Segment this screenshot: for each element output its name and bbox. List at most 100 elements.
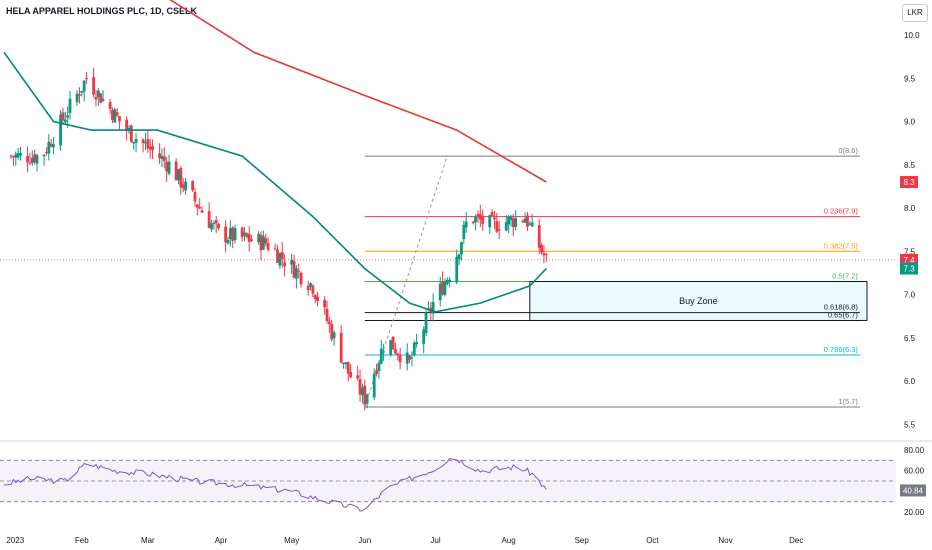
candle xyxy=(537,219,541,255)
candle-body xyxy=(306,285,310,290)
candle xyxy=(12,155,15,167)
price-tick-label: 5.5 xyxy=(904,420,916,429)
candle xyxy=(514,210,518,231)
candle-body xyxy=(75,93,79,103)
candle-body xyxy=(212,222,216,224)
fib-level-label: 0.65(6.7) xyxy=(828,310,859,319)
candle-body xyxy=(132,141,136,144)
candle-body xyxy=(52,144,55,148)
candle-body xyxy=(462,225,466,240)
candle-body xyxy=(233,228,237,241)
candle xyxy=(75,90,79,106)
candle xyxy=(224,220,228,253)
candle xyxy=(113,107,117,123)
candle-body xyxy=(507,216,510,225)
candle xyxy=(144,133,147,151)
candle xyxy=(28,152,32,166)
candle xyxy=(313,293,317,304)
candle-body xyxy=(240,227,244,238)
candle xyxy=(346,361,350,382)
candle-body xyxy=(108,102,112,109)
candle-body xyxy=(412,342,416,355)
currency-button[interactable]: LKR xyxy=(902,4,928,22)
price-tick-label: 7.0 xyxy=(904,291,916,300)
candle-body xyxy=(455,256,459,283)
candle xyxy=(179,165,183,195)
candle xyxy=(372,368,376,400)
candle-body xyxy=(294,268,298,279)
candle xyxy=(327,316,331,334)
candle xyxy=(198,197,202,210)
candle-body xyxy=(495,221,499,232)
candle xyxy=(528,221,532,226)
candle xyxy=(111,107,114,124)
candle-body xyxy=(14,154,18,158)
candle-body xyxy=(327,321,331,325)
candle xyxy=(250,234,253,242)
candle-body xyxy=(12,156,15,158)
candle xyxy=(148,138,152,159)
candle-body xyxy=(85,78,88,80)
slow-ma-value-badge-bg xyxy=(900,176,918,189)
candle-body xyxy=(445,279,449,284)
candle-body xyxy=(16,153,20,158)
candle xyxy=(118,116,121,130)
candle xyxy=(273,243,277,251)
candle-body xyxy=(259,234,263,251)
candle xyxy=(228,219,232,247)
candle-body xyxy=(509,217,513,220)
candle-body xyxy=(372,373,376,398)
candle-body xyxy=(490,211,494,217)
candle-body xyxy=(231,227,235,241)
candle xyxy=(309,282,312,291)
candle xyxy=(82,79,86,102)
candle xyxy=(306,280,310,296)
candle xyxy=(165,156,169,182)
candle xyxy=(214,215,218,234)
candle-body xyxy=(61,112,65,121)
candle-body xyxy=(358,379,362,395)
price-tick-label: 8.0 xyxy=(904,204,916,213)
candle-body xyxy=(382,351,386,353)
candle xyxy=(375,363,378,377)
candle-body xyxy=(292,261,296,278)
moving-average-line xyxy=(3,51,547,313)
candle xyxy=(210,219,213,232)
candle-body xyxy=(481,216,485,224)
candle xyxy=(19,147,22,161)
candle xyxy=(424,309,428,337)
candle-body xyxy=(42,154,46,157)
candle-body xyxy=(394,348,397,354)
fib-level-label: 0.236(7.9) xyxy=(824,207,859,216)
candle xyxy=(68,91,72,120)
candle-body xyxy=(82,80,86,92)
candle xyxy=(96,88,100,106)
candle xyxy=(455,249,459,285)
candle xyxy=(181,178,185,193)
candle xyxy=(193,187,197,207)
candle-body xyxy=(113,109,117,123)
candle-body xyxy=(396,353,400,356)
candle xyxy=(231,226,235,249)
candle xyxy=(398,347,402,370)
candle-body xyxy=(540,244,544,253)
chart-title: HELA APPAREL HOLDINGS PLC, 1D, CSELK xyxy=(6,6,198,16)
rsi-line xyxy=(3,457,547,512)
candle xyxy=(507,215,510,233)
candle xyxy=(377,360,381,379)
candle-body xyxy=(141,139,145,144)
candle xyxy=(61,107,65,125)
candle xyxy=(247,226,251,252)
candle-body xyxy=(115,112,119,116)
candle xyxy=(299,271,303,288)
price-tick-label: 6.0 xyxy=(904,377,916,386)
candle xyxy=(257,231,261,245)
candle xyxy=(278,252,282,269)
candle xyxy=(115,108,119,117)
candle xyxy=(92,67,96,98)
candle-body xyxy=(398,354,402,363)
candle xyxy=(177,168,180,185)
candle-body xyxy=(177,169,180,181)
candle-body xyxy=(191,181,195,191)
